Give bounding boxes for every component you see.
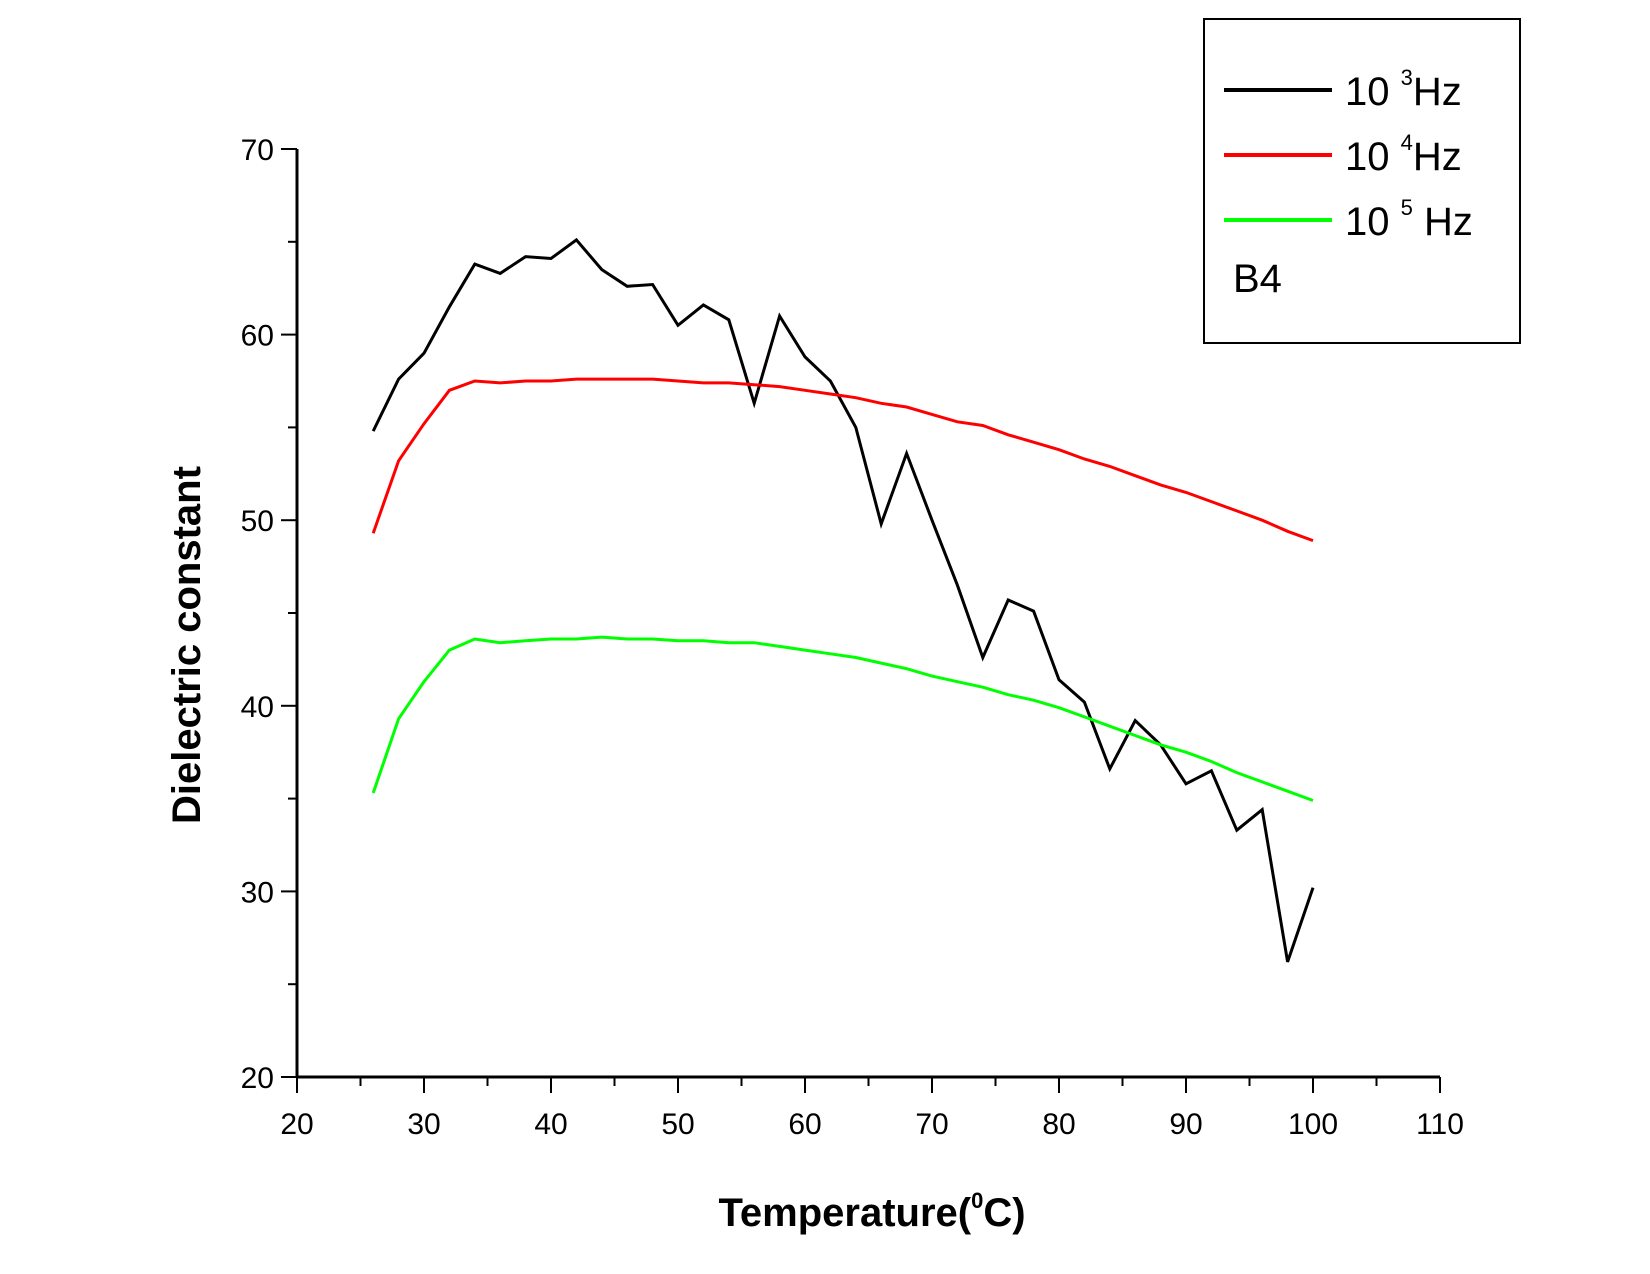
y-tick-label: 50 [241, 505, 274, 538]
x-tick-label: 100 [1288, 1108, 1338, 1141]
x-tick-label: 30 [407, 1108, 440, 1141]
y-axis-title: Dielectric constant [165, 466, 209, 824]
legend-note: B4 [1233, 257, 1282, 301]
legend-label-3: 10 5 Hz [1345, 195, 1473, 244]
x-tick-label: 110 [1416, 1108, 1464, 1141]
y-tick-label: 20 [241, 1062, 274, 1095]
x-tick-label: 40 [534, 1108, 567, 1141]
series-line-2 [371, 377, 1314, 543]
x-tick-label: 90 [1169, 1108, 1202, 1141]
y-tick-label: 30 [241, 876, 274, 909]
legend: 10 3Hz 10 4Hz 10 5 Hz B4 [1203, 18, 1521, 344]
legend-label-1: 10 3Hz [1345, 65, 1462, 114]
legend-box [1203, 18, 1521, 344]
series-line-3 [371, 635, 1314, 802]
y-tick-label: 60 [241, 320, 274, 353]
y-tick-label: 70 [241, 134, 274, 167]
x-axis-title: Temperature(0C) [718, 1188, 1025, 1235]
x-tick-label: 60 [788, 1108, 821, 1141]
series-line-1 [371, 237, 1315, 963]
y-tick-label: 40 [241, 691, 274, 724]
x-tick-label: 20 [280, 1108, 313, 1141]
x-tick-label: 70 [915, 1108, 948, 1141]
legend-label-2: 10 4Hz [1345, 130, 1462, 179]
x-tick-label: 80 [1042, 1108, 1075, 1141]
x-tick-label: 50 [661, 1108, 694, 1141]
